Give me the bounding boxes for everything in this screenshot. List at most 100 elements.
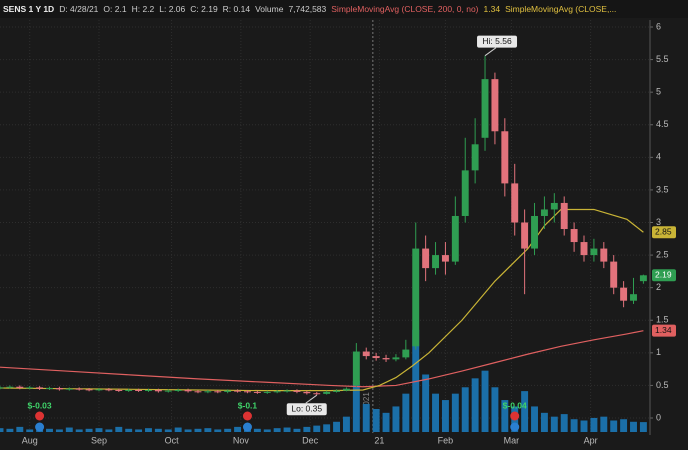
dividend-marker [510,422,520,432]
candle [164,389,172,393]
header-item: 1.34 [483,4,501,14]
volume-bar [461,387,469,432]
candle [382,354,390,362]
candle [234,389,242,393]
volume-bar [630,421,637,432]
candle [531,202,538,256]
earnings-label: $-0.04 [503,400,527,410]
annotation-box [477,35,518,48]
header: SENS 1 Y 1D D: 4/28/21 O: 2.1 H: 2.2 L: 2.06… [0,0,688,18]
x-tick-label: Apr [584,435,598,445]
volume-bar [590,417,598,432]
candle [501,118,509,197]
candle [55,386,63,391]
candle-body [471,144,479,171]
candle-body [501,131,509,184]
candle-body [372,356,380,359]
price-tag-label: 1.34 [655,325,672,335]
volume-bar [323,424,331,432]
volume-bar [432,393,439,432]
volume-bar [570,419,578,432]
candle [154,388,162,393]
candle [521,209,529,295]
candle [402,339,410,360]
candle-body [570,229,578,243]
earnings-marker[interactable] [242,411,252,421]
candle-body [55,388,63,390]
y-tick-label: 5.5 [656,54,669,64]
candle [105,388,113,392]
volume-bar [125,428,133,432]
candle-body [402,349,410,358]
y-tick-label: 5 [656,87,661,97]
candle [6,385,14,389]
x-tick-label: Feb [438,435,454,445]
volume-bar [352,380,360,432]
volume-bar [16,426,24,432]
y-tick-label: 3 [656,217,661,227]
candle-body [491,79,499,132]
candle [600,242,608,269]
volume-bar [481,370,489,432]
price-tag-label: 2.85 [655,227,672,237]
candle [303,390,311,395]
moving-average [0,330,644,388]
volume-bar [154,428,162,432]
volume-bar [610,420,618,432]
candle [432,242,439,275]
annotation-pointer [484,47,497,57]
candle-body [0,387,4,389]
candle-body [154,389,162,392]
candle [293,389,301,394]
candle [481,55,489,151]
volume-bar [46,428,53,432]
candle-body [531,215,538,249]
volume-bar [253,428,261,432]
price-tag [652,226,676,239]
x-tick-label: Mar [504,435,520,445]
price-tag [652,269,676,282]
header-item: H: 2.2 [131,4,155,14]
y-tick-label: 0 [656,412,661,422]
candle-body [580,242,588,256]
volume-bar [372,409,380,432]
candle-body [521,222,529,249]
candle-body [6,386,14,388]
volume-bar [263,429,271,432]
candle-body [115,389,123,391]
x-tick-label: Nov [233,435,250,445]
candle-body [333,390,341,392]
candle [0,386,4,390]
header-item: SimpleMovingAvg (CLOSE, 200, 0, no) [331,4,479,14]
volume-bar [451,393,459,432]
candle [75,387,83,391]
y-tick-label: 4.5 [656,119,669,129]
header-item: D: 4/28/21 [59,4,99,14]
volume-bar [75,429,83,432]
x-tick-label: Aug [22,435,38,445]
header-item: 7,742,583 [288,4,327,14]
candle [95,388,103,392]
earnings-label: $-0.1 [238,400,258,410]
candle-body [65,388,73,390]
y-tick-label: 2.5 [656,249,669,259]
candle [639,274,647,284]
header-item: SENS 1 Y 1D [3,4,55,14]
earnings-marker[interactable] [35,411,45,421]
earnings-marker[interactable] [510,411,520,421]
x-tick-label: Sep [91,435,107,445]
price-tag-label: 2.19 [655,270,672,280]
volume-bar [333,421,341,432]
volume-bar [540,412,548,432]
candle [333,389,341,393]
candle [145,388,152,392]
candle-body [214,391,222,393]
candle-body [382,358,390,360]
volume-bar [115,426,123,432]
candle [224,389,232,394]
volume-bar [293,428,301,432]
candle-body [511,183,519,223]
volume-bar [382,412,390,432]
